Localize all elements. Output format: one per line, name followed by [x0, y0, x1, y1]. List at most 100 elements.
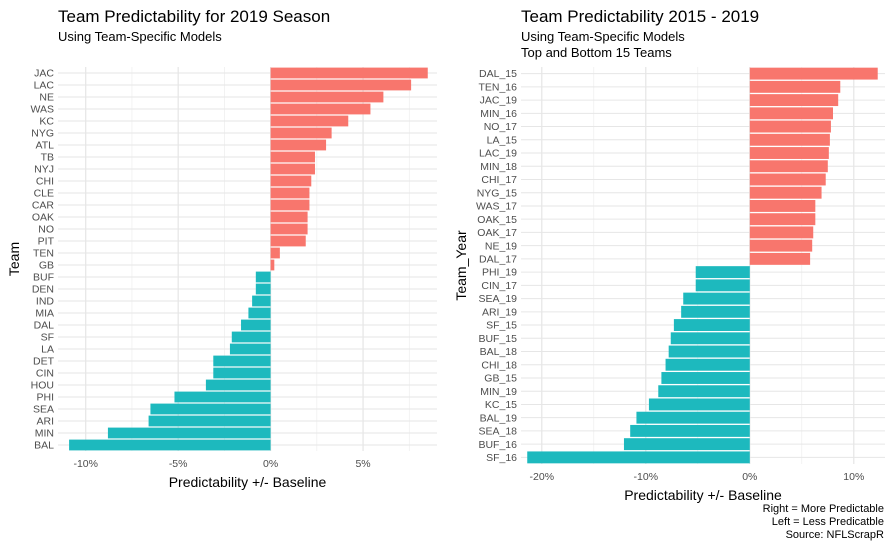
y-axis-label: Team	[6, 242, 22, 276]
bar-lac_19	[749, 147, 829, 159]
bar-sea_19	[683, 292, 750, 305]
bar-lac	[270, 79, 412, 91]
bar-chi_18	[665, 358, 750, 371]
bar-ind	[252, 295, 271, 307]
bar-dal	[241, 319, 271, 331]
bar-phi_19	[695, 266, 750, 279]
y-tick-label: PHI_19	[482, 267, 517, 279]
bar-ne_19	[749, 239, 813, 252]
y-tick-label: LA	[41, 344, 54, 356]
y-axis-label: Team_Year	[453, 230, 469, 301]
bar-was_17	[749, 199, 816, 212]
y-tick-label: WAS	[30, 104, 54, 116]
bar-oak_17	[749, 226, 814, 239]
chart-title-left: Team Predictability for 2019 Season	[58, 7, 331, 26]
x-tick-label: -20%	[530, 471, 555, 483]
caption-line-2: Left = Less Predicatble	[771, 516, 884, 528]
bar-tb	[270, 151, 315, 163]
bar-ten_16	[749, 80, 841, 93]
y-tick-label: NYG	[31, 128, 54, 140]
y-tick-label: TB	[41, 152, 54, 164]
y-tick-label: CAR	[32, 200, 55, 212]
bar-car	[270, 199, 310, 211]
bar-min_18	[749, 160, 828, 173]
y-tick-label: BAL	[34, 440, 54, 452]
chart-caption: Right = More Predictable Left = Less Pre…	[763, 503, 884, 542]
bar-dal_17	[749, 252, 811, 265]
bar-nyg_15	[749, 186, 822, 199]
y-tick-label: NE_19	[485, 240, 517, 252]
y-tick-label: OAK_15	[477, 214, 517, 226]
y-tick-label: DAL_17	[479, 253, 517, 265]
y-tick-label: OAK_17	[477, 227, 517, 239]
bar-mia	[248, 307, 271, 319]
x-tick-label: -10%	[634, 471, 659, 483]
bar-la_15	[749, 133, 830, 146]
bar-kc_15	[648, 398, 750, 411]
y-tick-label: CIN_17	[481, 280, 517, 292]
y-tick-label: MIA	[35, 308, 54, 320]
y-tick-label: ARI	[36, 416, 54, 428]
bar-chi_17	[749, 173, 826, 186]
y-tick-label: KC	[39, 116, 54, 128]
bar-jac_19	[749, 94, 839, 107]
bar-atl	[270, 139, 327, 151]
bar-sea	[150, 403, 271, 415]
x-tick-label: -10%	[73, 458, 98, 470]
chart-subtitle-right-line2: Top and Bottom 15 Teams	[521, 45, 672, 60]
bar-dal_15	[749, 67, 878, 80]
bar-sf	[231, 331, 271, 343]
bar-nyj	[270, 163, 315, 175]
bar-sf_15	[673, 319, 750, 332]
bar-buf_15	[670, 332, 750, 345]
y-tick-label: KC_15	[485, 399, 517, 411]
y-tick-label: OAK	[32, 212, 54, 224]
bar-gb_15	[661, 372, 750, 384]
y-tick-label: HOU	[31, 380, 54, 392]
y-tick-label: DAL_15	[479, 68, 517, 80]
bar-ari_19	[681, 305, 750, 318]
bar-jac	[270, 67, 428, 79]
bar-cle	[270, 187, 310, 199]
y-tick-label: ARI_19	[482, 306, 517, 318]
y-tick-label: TEN	[33, 248, 54, 260]
bar-was	[270, 103, 371, 115]
bar-min_16	[749, 107, 833, 120]
y-tick-label: LAC_19	[479, 148, 517, 160]
x-tick-label: 5%	[355, 458, 370, 470]
y-tick-label: TEN_16	[478, 81, 517, 93]
chart-title-right: Team Predictability 2015 - 2019	[521, 7, 760, 26]
bar-sf_16	[527, 451, 750, 464]
y-tick-label: ATL	[36, 140, 55, 152]
y-tick-label: GB_15	[484, 373, 517, 385]
x-tick-label: 10%	[843, 471, 864, 483]
bar-bal_19	[636, 411, 750, 424]
x-tick-label: -5%	[169, 458, 188, 470]
y-tick-label: BAL_19	[480, 412, 518, 424]
bar-den	[255, 283, 271, 295]
y-tick-label: BAL_18	[480, 346, 518, 358]
y-tick-label: LA_15	[487, 134, 518, 146]
y-tick-label: CIN	[36, 368, 54, 380]
bar-nyg	[270, 127, 332, 139]
x-tick-label: 0%	[742, 471, 757, 483]
bar-cin	[213, 367, 271, 379]
bar-buf	[255, 271, 271, 283]
y-tick-label: NO	[38, 224, 54, 236]
bar-hou	[205, 379, 271, 391]
y-tick-label: IND	[36, 296, 55, 308]
y-tick-label: CHI_18	[481, 359, 517, 371]
bar-min_19	[658, 385, 750, 398]
bar-kc	[270, 115, 349, 127]
y-tick-label: DAL	[34, 320, 55, 332]
bar-no	[270, 223, 308, 235]
y-tick-label: PHI	[36, 392, 54, 404]
y-tick-label: SF_15	[486, 320, 517, 332]
bar-phi	[174, 391, 271, 403]
y-tick-label: WAS_17	[476, 201, 517, 213]
y-tick-label: CHI	[36, 176, 54, 188]
bar-ten	[270, 247, 280, 259]
bar-sea_18	[630, 424, 750, 437]
y-tick-label: NYJ	[34, 164, 54, 176]
